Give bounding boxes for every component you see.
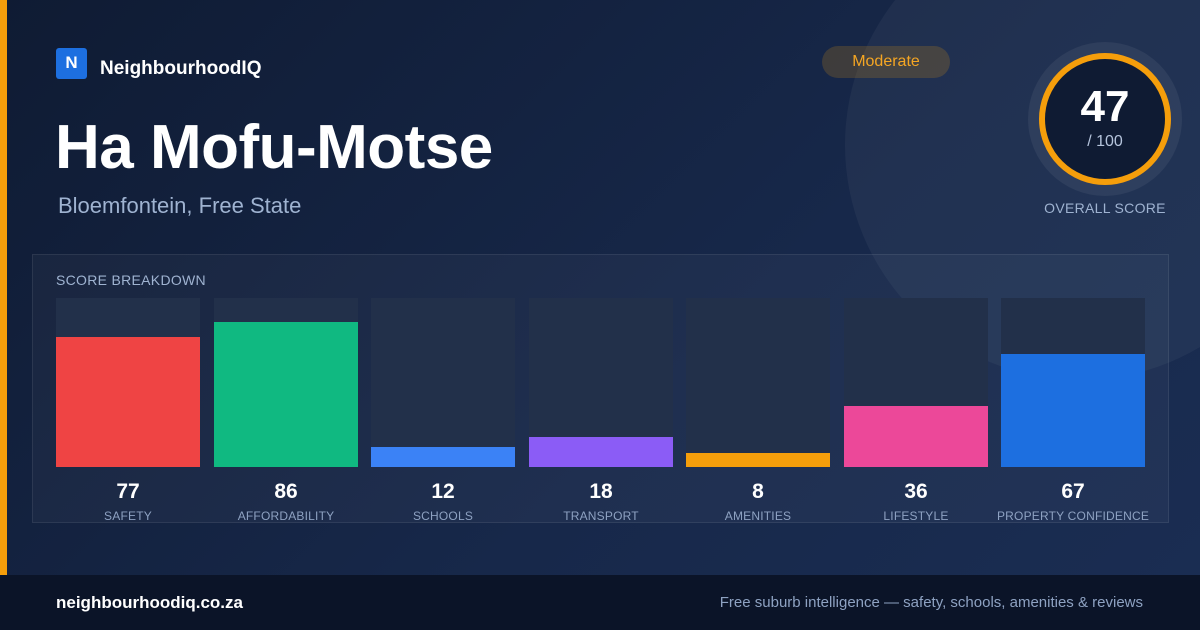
suburb-location: Bloemfontein, Free State (58, 193, 302, 218)
score-breakdown-panel: SCORE BREAKDOWN 77 SAFETY 86 AFFORDABILITY 1… (32, 254, 1169, 523)
bar-fill (529, 437, 673, 467)
bar-track (686, 298, 830, 467)
bar-affordability: 86 AFFORDABILITY (214, 298, 358, 524)
bar-amenities: 8 AMENITIES (686, 298, 830, 524)
bar-transport: 18 TRANSPORT (529, 298, 673, 524)
bar-value: 36 (904, 480, 928, 503)
bar-track (844, 298, 988, 467)
accent-bar (0, 0, 7, 575)
bar-track (214, 298, 358, 467)
bar-value: 86 (274, 480, 298, 503)
brand[interactable]: N NeighbourhoodIQ (56, 46, 261, 80)
bar-label: AMENITIES (724, 509, 792, 523)
bar-label: SCHOOLS (412, 509, 474, 523)
bar-safety: 77 SAFETY (56, 298, 200, 524)
footer: neighbourhoodiq.co.za Free suburb intell… (0, 575, 1200, 630)
bar-value: 12 (431, 480, 455, 503)
bar-track (56, 298, 200, 467)
bar-label: AFFORDABILITY (237, 509, 335, 523)
bar-fill (56, 337, 200, 467)
share-card: N NeighbourhoodIQ Ha Mofu-Motse Bloemfon… (0, 0, 1200, 575)
bar-fill (214, 322, 358, 467)
overall-score-label: OVERALL SCORE (1044, 200, 1166, 216)
rating-badge: Moderate (822, 46, 950, 78)
bar-property-confidence: 67 PROPERTY CONFIDENCE (997, 298, 1149, 524)
bar-fill (371, 447, 515, 467)
brand-logo-icon: N (56, 47, 87, 79)
suburb-title: Ha Mofu-Motse (55, 113, 493, 182)
bar-track (371, 298, 515, 467)
bar-value: 77 (116, 480, 140, 503)
score-ring-graphic (1039, 53, 1171, 185)
score-breakdown-title: SCORE BREAKDOWN (56, 272, 206, 288)
overall-score-max: / 100 (1087, 133, 1123, 150)
bar-fill (1001, 354, 1145, 467)
brand-name: NeighbourhoodIQ (100, 58, 262, 79)
bar-label: LIFESTYLE (883, 509, 949, 523)
bar-label: SAFETY (104, 509, 152, 523)
bar-lifestyle: 36 LIFESTYLE (844, 298, 988, 524)
bar-schools: 12 SCHOOLS (371, 298, 515, 524)
score-breakdown-bars: 77 SAFETY 86 AFFORDABILITY 12 SCHOOLS 18 TRANSP… (56, 298, 1149, 524)
bar-value: 67 (1061, 480, 1085, 503)
bar-label: PROPERTY CONFIDENCE (996, 509, 1150, 523)
footer-url[interactable]: neighbourhoodiq.co.za (56, 593, 243, 612)
bar-fill (844, 406, 988, 467)
bar-track (1001, 298, 1145, 467)
bar-fill (686, 453, 830, 467)
overall-score-ring: 47 / 100 (1028, 42, 1182, 196)
bar-value: 8 (752, 480, 764, 503)
bar-track (529, 298, 673, 467)
footer-tagline: Free suburb intelligence — safety, schoo… (719, 594, 1143, 611)
bar-label: TRANSPORT (563, 509, 639, 523)
bar-value: 18 (589, 480, 613, 503)
overall-score-value: 47 (1080, 82, 1130, 131)
